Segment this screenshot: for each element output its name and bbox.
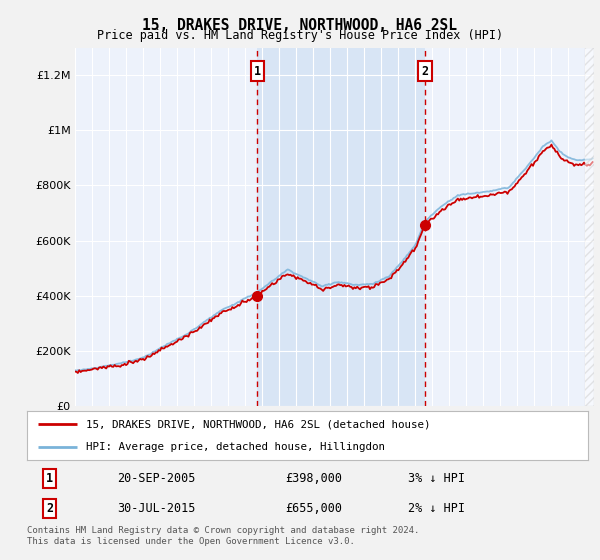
Text: Price paid vs. HM Land Registry's House Price Index (HPI): Price paid vs. HM Land Registry's House … bbox=[97, 29, 503, 42]
Text: 2: 2 bbox=[46, 502, 53, 515]
Text: HPI: Average price, detached house, Hillingdon: HPI: Average price, detached house, Hill… bbox=[86, 442, 385, 452]
Text: 2% ↓ HPI: 2% ↓ HPI bbox=[409, 502, 466, 515]
Text: Contains HM Land Registry data © Crown copyright and database right 2024.
This d: Contains HM Land Registry data © Crown c… bbox=[27, 526, 419, 546]
Text: 15, DRAKES DRIVE, NORTHWOOD, HA6 2SL: 15, DRAKES DRIVE, NORTHWOOD, HA6 2SL bbox=[143, 18, 458, 33]
Text: 3% ↓ HPI: 3% ↓ HPI bbox=[409, 472, 466, 485]
Text: 20-SEP-2005: 20-SEP-2005 bbox=[117, 472, 195, 485]
Text: 1: 1 bbox=[46, 472, 53, 485]
Bar bbox=[257, 48, 425, 406]
Text: £398,000: £398,000 bbox=[285, 472, 342, 485]
Text: £655,000: £655,000 bbox=[285, 502, 342, 515]
Text: 2: 2 bbox=[422, 64, 429, 77]
Text: 15, DRAKES DRIVE, NORTHWOOD, HA6 2SL (detached house): 15, DRAKES DRIVE, NORTHWOOD, HA6 2SL (de… bbox=[86, 419, 430, 430]
Text: 30-JUL-2015: 30-JUL-2015 bbox=[117, 502, 195, 515]
Text: 1: 1 bbox=[254, 64, 261, 77]
